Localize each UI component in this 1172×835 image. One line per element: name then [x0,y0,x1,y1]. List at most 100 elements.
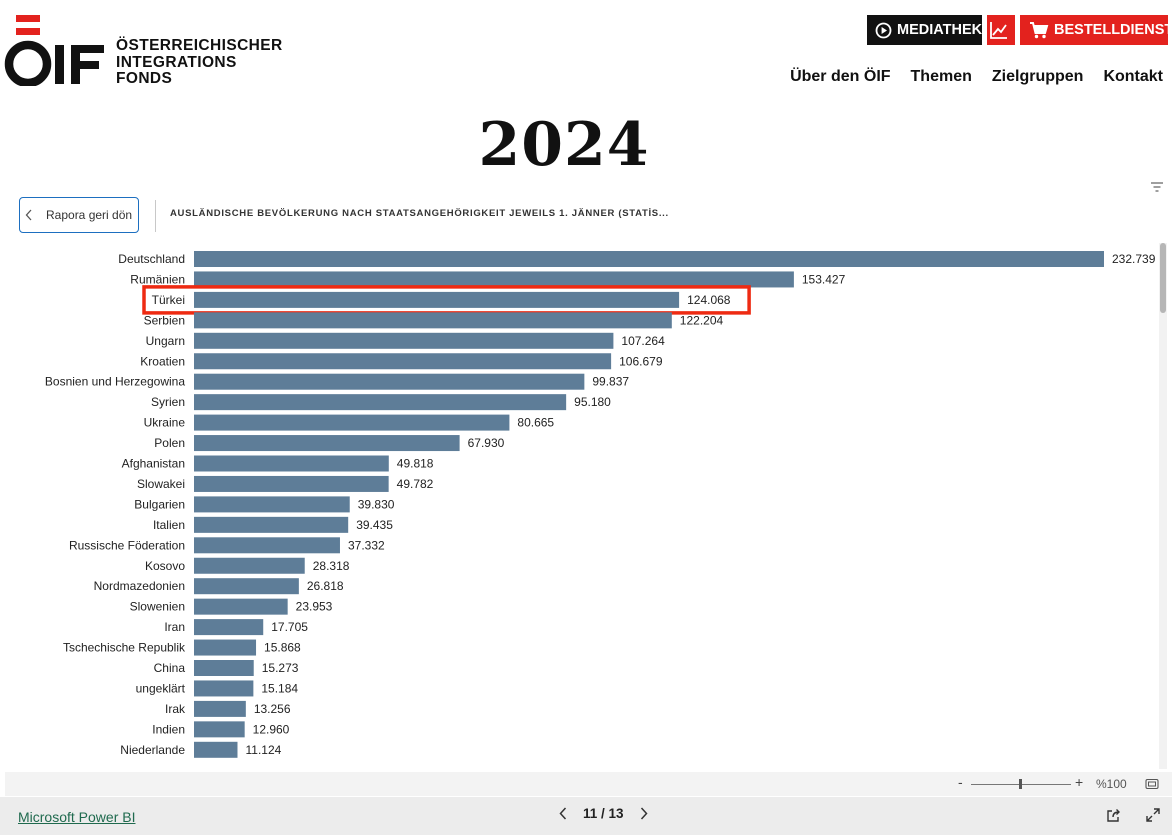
bar-2[interactable] [194,291,680,308]
bar-24[interactable] [194,741,238,758]
category-label: Slowakei [137,477,185,491]
bar-0[interactable] [194,251,1104,267]
bestelldienst-button[interactable]: BESTELLDIENST [1020,15,1172,45]
category-label: Kroatien [140,354,185,368]
mediathek-label: MEDIATHEK [897,22,983,38]
line-chart-icon [989,22,1007,39]
bar-18[interactable] [194,619,264,636]
data-label: 95.180 [574,395,611,409]
category-label: Serbien [144,313,185,327]
bar-19[interactable] [194,639,257,656]
category-label: Polen [154,436,185,450]
next-page-button[interactable] [640,807,648,820]
data-label: 15.184 [261,681,298,695]
filter-icon[interactable] [1150,181,1164,193]
bar-6[interactable] [194,373,585,390]
zoom-out-button[interactable]: - [958,774,963,790]
category-label: ungeklärt [136,681,186,695]
bar-11[interactable] [194,475,389,492]
bar-21[interactable] [194,680,254,697]
category-label: Tschechische Republik [63,641,186,655]
data-label: 124.068 [687,293,731,307]
fit-to-page-icon[interactable] [1145,778,1159,790]
category-label: Ukraine [144,416,186,430]
bar-9[interactable] [194,435,460,452]
back-button-label: Rapora geri dön [46,208,133,222]
powerbi-link[interactable]: Microsoft Power BI [18,809,136,825]
data-label: 49.782 [397,477,434,491]
statistics-button[interactable] [987,15,1015,45]
bar-22[interactable] [194,700,246,717]
nav-item-zielgruppen[interactable]: Zielgruppen [991,68,1084,85]
toolbar-divider [155,200,156,232]
category-label: Syrien [151,395,185,409]
category-label: Russische Föderation [69,538,185,552]
powerbi-footer [0,797,1172,835]
play-circle-icon [875,22,892,38]
category-label: Ungarn [146,334,185,348]
nav-item-kontakt[interactable]: Kontakt [1103,68,1163,85]
category-label: Irak [165,702,186,716]
oif-logo[interactable]: ÖSTERREICHISCHER INTEGRATIONS FONDS [4,14,294,88]
bar-15[interactable] [194,557,305,574]
bar-13[interactable] [194,516,349,533]
category-label: Italien [153,518,185,532]
bestelldienst-label: BESTELLDIENST [1054,22,1172,38]
data-label: 11.124 [245,743,281,757]
data-label: 49.818 [397,457,434,471]
bar-3[interactable] [194,312,672,329]
bar-5[interactable] [194,353,612,370]
data-label: 106.679 [619,354,663,368]
bar-10[interactable] [194,455,389,472]
data-label: 99.837 [592,375,629,389]
page-title-year: 2024 [478,110,650,180]
category-label: Rumänien [130,272,185,286]
fullscreen-icon[interactable] [1146,808,1160,822]
bar-14[interactable] [194,537,340,554]
previous-page-button[interactable] [559,807,567,820]
zoom-slider-handle[interactable] [1019,779,1022,789]
category-label: Niederlande [120,743,185,757]
chevron-left-icon [25,209,32,221]
nav-item-ueber-den-oif[interactable]: Über den ÖIF [790,68,891,85]
data-label: 28.318 [313,559,350,573]
nav-item-themen[interactable]: Themen [910,68,972,85]
mediathek-button[interactable]: MEDIATHEK [867,15,982,45]
logo-wordmark: ÖSTERREICHISCHER INTEGRATIONS FONDS [116,37,283,88]
bar-7[interactable] [194,394,567,411]
category-label: Deutschland [118,252,185,266]
category-label: Iran [164,620,185,634]
main-nav: Über den ÖIF Themen Zielgruppen Kontakt [790,68,1163,86]
logo-line-3: FONDS [116,70,173,87]
data-label: 15.868 [264,641,301,655]
data-label: 13.256 [254,702,291,716]
data-label: 15.273 [262,661,299,675]
bar-16[interactable] [194,578,299,595]
data-label: 26.818 [307,579,344,593]
bar-1[interactable] [194,271,794,288]
chart-scrollbar-thumb[interactable] [1160,243,1166,313]
share-icon[interactable] [1106,808,1121,823]
bar-4[interactable] [194,332,614,349]
category-label: Slowenien [130,600,185,614]
category-label: Kosovo [145,559,185,573]
bar-23[interactable] [194,721,245,738]
data-label: 39.435 [356,518,393,532]
page-navigator: 11 / 13 [559,806,648,821]
bar-8[interactable] [194,414,510,431]
data-label: 153.427 [802,272,846,286]
bar-12[interactable] [194,496,350,513]
data-label: 232.739 [1112,252,1156,266]
bar-20[interactable] [194,660,254,676]
chart-scrollbar[interactable] [1159,243,1167,769]
data-label: 107.264 [621,334,665,348]
data-label: 80.665 [517,416,554,430]
bar-17[interactable] [194,598,288,615]
category-label: Nordmazedonien [94,579,185,593]
logo-line-1: ÖSTERREICHISCHER [116,37,283,54]
top-buttons: MEDIATHEK BESTELLDIENST [867,15,1172,45]
zoom-in-button[interactable]: + [1075,774,1084,790]
category-label: Bosnien und Herzegowina [45,375,185,389]
back-to-report-button[interactable]: Rapora geri dön [19,197,139,233]
data-label: 17.705 [271,620,308,634]
